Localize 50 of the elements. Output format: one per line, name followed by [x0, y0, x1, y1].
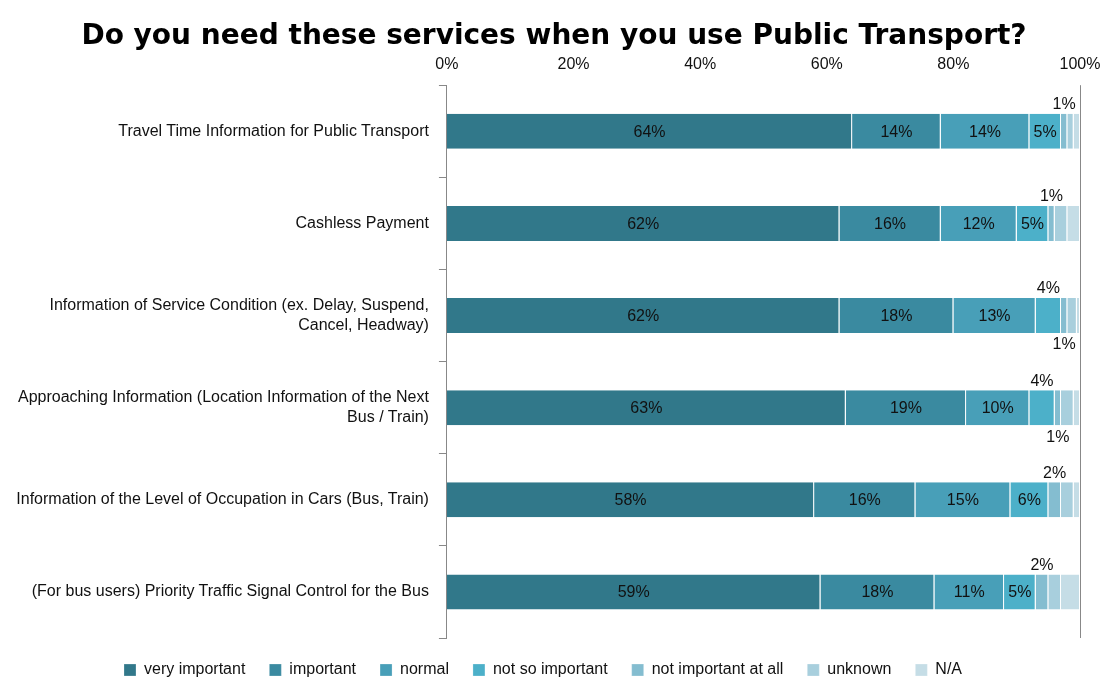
data-label: 2%	[1030, 555, 1054, 573]
data-label: 10%	[981, 399, 1014, 417]
x-tick-label: 100%	[1059, 55, 1101, 73]
data-label: 13%	[978, 306, 1011, 324]
y-tick-label: (For bus users) Priority Traffic Signal Control for the Bus	[31, 582, 429, 600]
data-label: 18%	[861, 583, 894, 601]
legend-label: not so important	[492, 660, 609, 678]
data-label: 62%	[627, 306, 660, 324]
x-tick-label: 20%	[557, 55, 590, 73]
data-label: 64%	[633, 122, 666, 140]
legend-label: N/A	[935, 660, 963, 678]
y-tick-label: Information of the Level of Occupation in Cars (Bus, Train)	[16, 490, 429, 508]
y-tick-label: Cashless Payment	[295, 213, 430, 231]
data-label: 12%	[962, 214, 995, 232]
y-tick-label: Travel Time Information for Public Transport	[118, 121, 430, 139]
data-label: 14%	[969, 122, 1002, 140]
data-label: 15%	[946, 491, 979, 509]
data-label: 4%	[1036, 279, 1060, 297]
x-tick-label: 0%	[435, 55, 459, 73]
legend-label: normal	[400, 660, 449, 678]
data-label: 11%	[953, 583, 985, 601]
data-label: 5%	[1020, 214, 1045, 232]
y-tick-label: Approaching Information (Location Information of the Next Bus / Train)	[18, 388, 430, 425]
data-label: 19%	[889, 399, 922, 417]
data-label: 6%	[1017, 491, 1041, 509]
legend-label: not important at all	[651, 660, 784, 678]
data-label: 14%	[880, 122, 913, 140]
data-label: 2%	[1043, 463, 1067, 481]
data-label: 18%	[880, 306, 913, 324]
legend-label: unknown	[827, 660, 892, 678]
x-tick-label: 80%	[937, 55, 970, 73]
data-label: 1%	[1052, 95, 1076, 113]
data-label: 4%	[1030, 371, 1054, 389]
data-label: 58%	[614, 491, 647, 509]
y-tick-label: Information of Service Condition (ex. Delay, Suspend, Cancel, Headway)	[49, 296, 429, 333]
data-label: 62%	[627, 214, 660, 232]
legend-label: very important	[143, 660, 246, 678]
data-label: 1%	[1052, 335, 1076, 353]
data-label: 1%	[1046, 427, 1070, 445]
chart-title: Do you need these services when you use Public Transport?	[80, 18, 1028, 52]
data-label: 5%	[1033, 122, 1057, 140]
data-label: 59%	[617, 583, 650, 601]
data-label: 16%	[848, 491, 881, 509]
data-label: 5%	[1008, 583, 1032, 601]
data-label: 16%	[874, 214, 907, 232]
data-label: 1%	[1039, 187, 1064, 205]
data-label: 63%	[630, 399, 663, 417]
legend-label: important	[289, 660, 357, 678]
x-tick-label: 60%	[810, 55, 843, 73]
x-tick-label: 40%	[684, 55, 717, 73]
